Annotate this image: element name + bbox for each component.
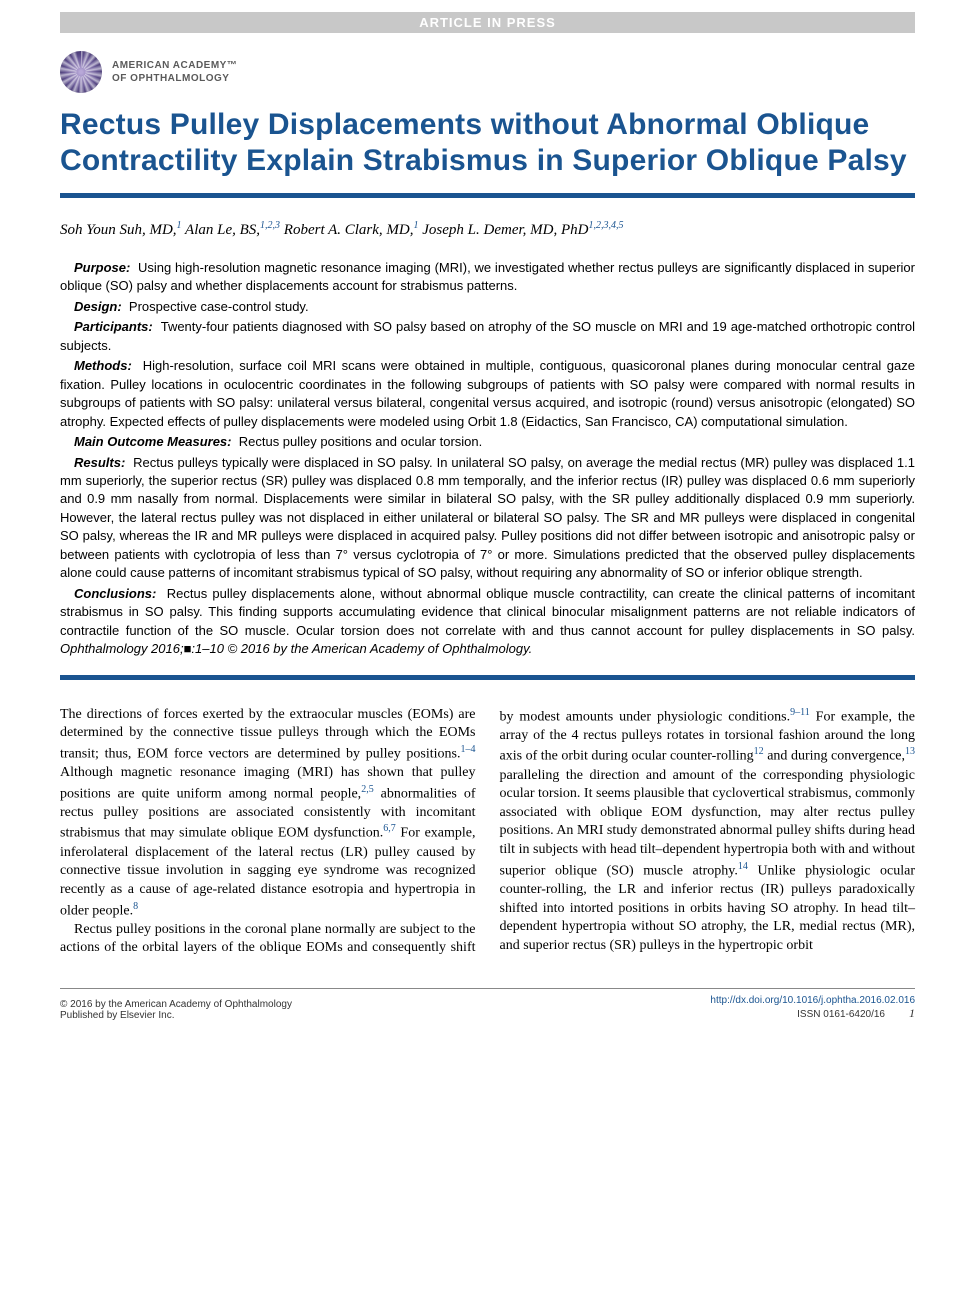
abstract-outcome: Main Outcome Measures: Rectus pulley pos… <box>60 433 915 451</box>
conclusions-label: Conclusions: <box>74 586 156 601</box>
footer-left: © 2016 by the American Academy of Ophtha… <box>60 999 292 1021</box>
page-footer: © 2016 by the American Academy of Ophtha… <box>60 988 915 1021</box>
article-title: Rectus Pulley Displacements without Abno… <box>60 107 915 179</box>
footer-right: http://dx.doi.org/10.1016/j.ophtha.2016.… <box>710 995 915 1021</box>
abstract-design: Design: Prospective case-control study. <box>60 298 915 316</box>
abstract-methods: Methods: High-resolution, surface coil M… <box>60 357 915 431</box>
org-name: AMERICAN ACADEMY™ OF OPHTHALMOLOGY <box>112 59 237 86</box>
abstract-participants: Participants: Twenty-four patients diagn… <box>60 318 915 355</box>
results-label: Results: <box>74 455 125 470</box>
abstract-citation: Ophthalmology 2016;■:1–10 © 2016 by the … <box>60 641 532 656</box>
footer-issn: ISSN 0161-6420/16 <box>797 1009 885 1020</box>
org-line2: OF OPHTHALMOLOGY <box>112 72 237 86</box>
purpose-label: Purpose: <box>74 260 130 275</box>
page-number: 1 <box>909 1006 915 1020</box>
outcome-label: Main Outcome Measures: <box>74 434 232 449</box>
footer-publisher: Published by Elsevier Inc. <box>60 1010 292 1021</box>
design-label: Design: <box>74 299 122 314</box>
org-header: AMERICAN ACADEMY™ OF OPHTHALMOLOGY <box>60 51 915 93</box>
author-list: Soh Youn Suh, MD,1 Alan Le, BS,1,2,3 Rob… <box>60 220 915 239</box>
footer-copyright: © 2016 by the American Academy of Ophtha… <box>60 999 292 1010</box>
design-text: Prospective case-control study. <box>129 299 309 314</box>
methods-text: High-resolution, surface coil MRI scans … <box>60 358 915 428</box>
body-text: The directions of forces exerted by the … <box>60 706 915 959</box>
participants-label: Participants: <box>74 319 153 334</box>
methods-label: Methods: <box>74 358 132 373</box>
outcome-text: Rectus pulley positions and ocular torsi… <box>239 434 483 449</box>
title-rule <box>60 193 915 198</box>
abstract-results: Results: Rectus pulleys typically were d… <box>60 454 915 583</box>
abstract-purpose: Purpose: Using high-resolution magnetic … <box>60 259 915 296</box>
doi-link[interactable]: http://dx.doi.org/10.1016/j.ophtha.2016.… <box>710 995 915 1006</box>
results-text: Rectus pulleys typically were displaced … <box>60 455 915 581</box>
article-in-press-banner: ARTICLE IN PRESS <box>60 12 915 33</box>
purpose-text: Using high-resolution magnetic resonance… <box>60 260 915 293</box>
abstract-conclusions: Conclusions: Rectus pulley displacements… <box>60 585 915 659</box>
org-line1: AMERICAN ACADEMY™ <box>112 59 237 73</box>
conclusions-text: Rectus pulley displacements alone, witho… <box>60 586 915 638</box>
aao-logo-icon <box>60 51 102 93</box>
body-p1: The directions of forces exerted by the … <box>60 706 476 921</box>
abstract-rule <box>60 675 915 680</box>
title-block: Rectus Pulley Displacements without Abno… <box>60 107 915 179</box>
participants-text: Twenty-four patients diagnosed with SO p… <box>60 319 915 352</box>
abstract: Purpose: Using high-resolution magnetic … <box>60 259 915 659</box>
